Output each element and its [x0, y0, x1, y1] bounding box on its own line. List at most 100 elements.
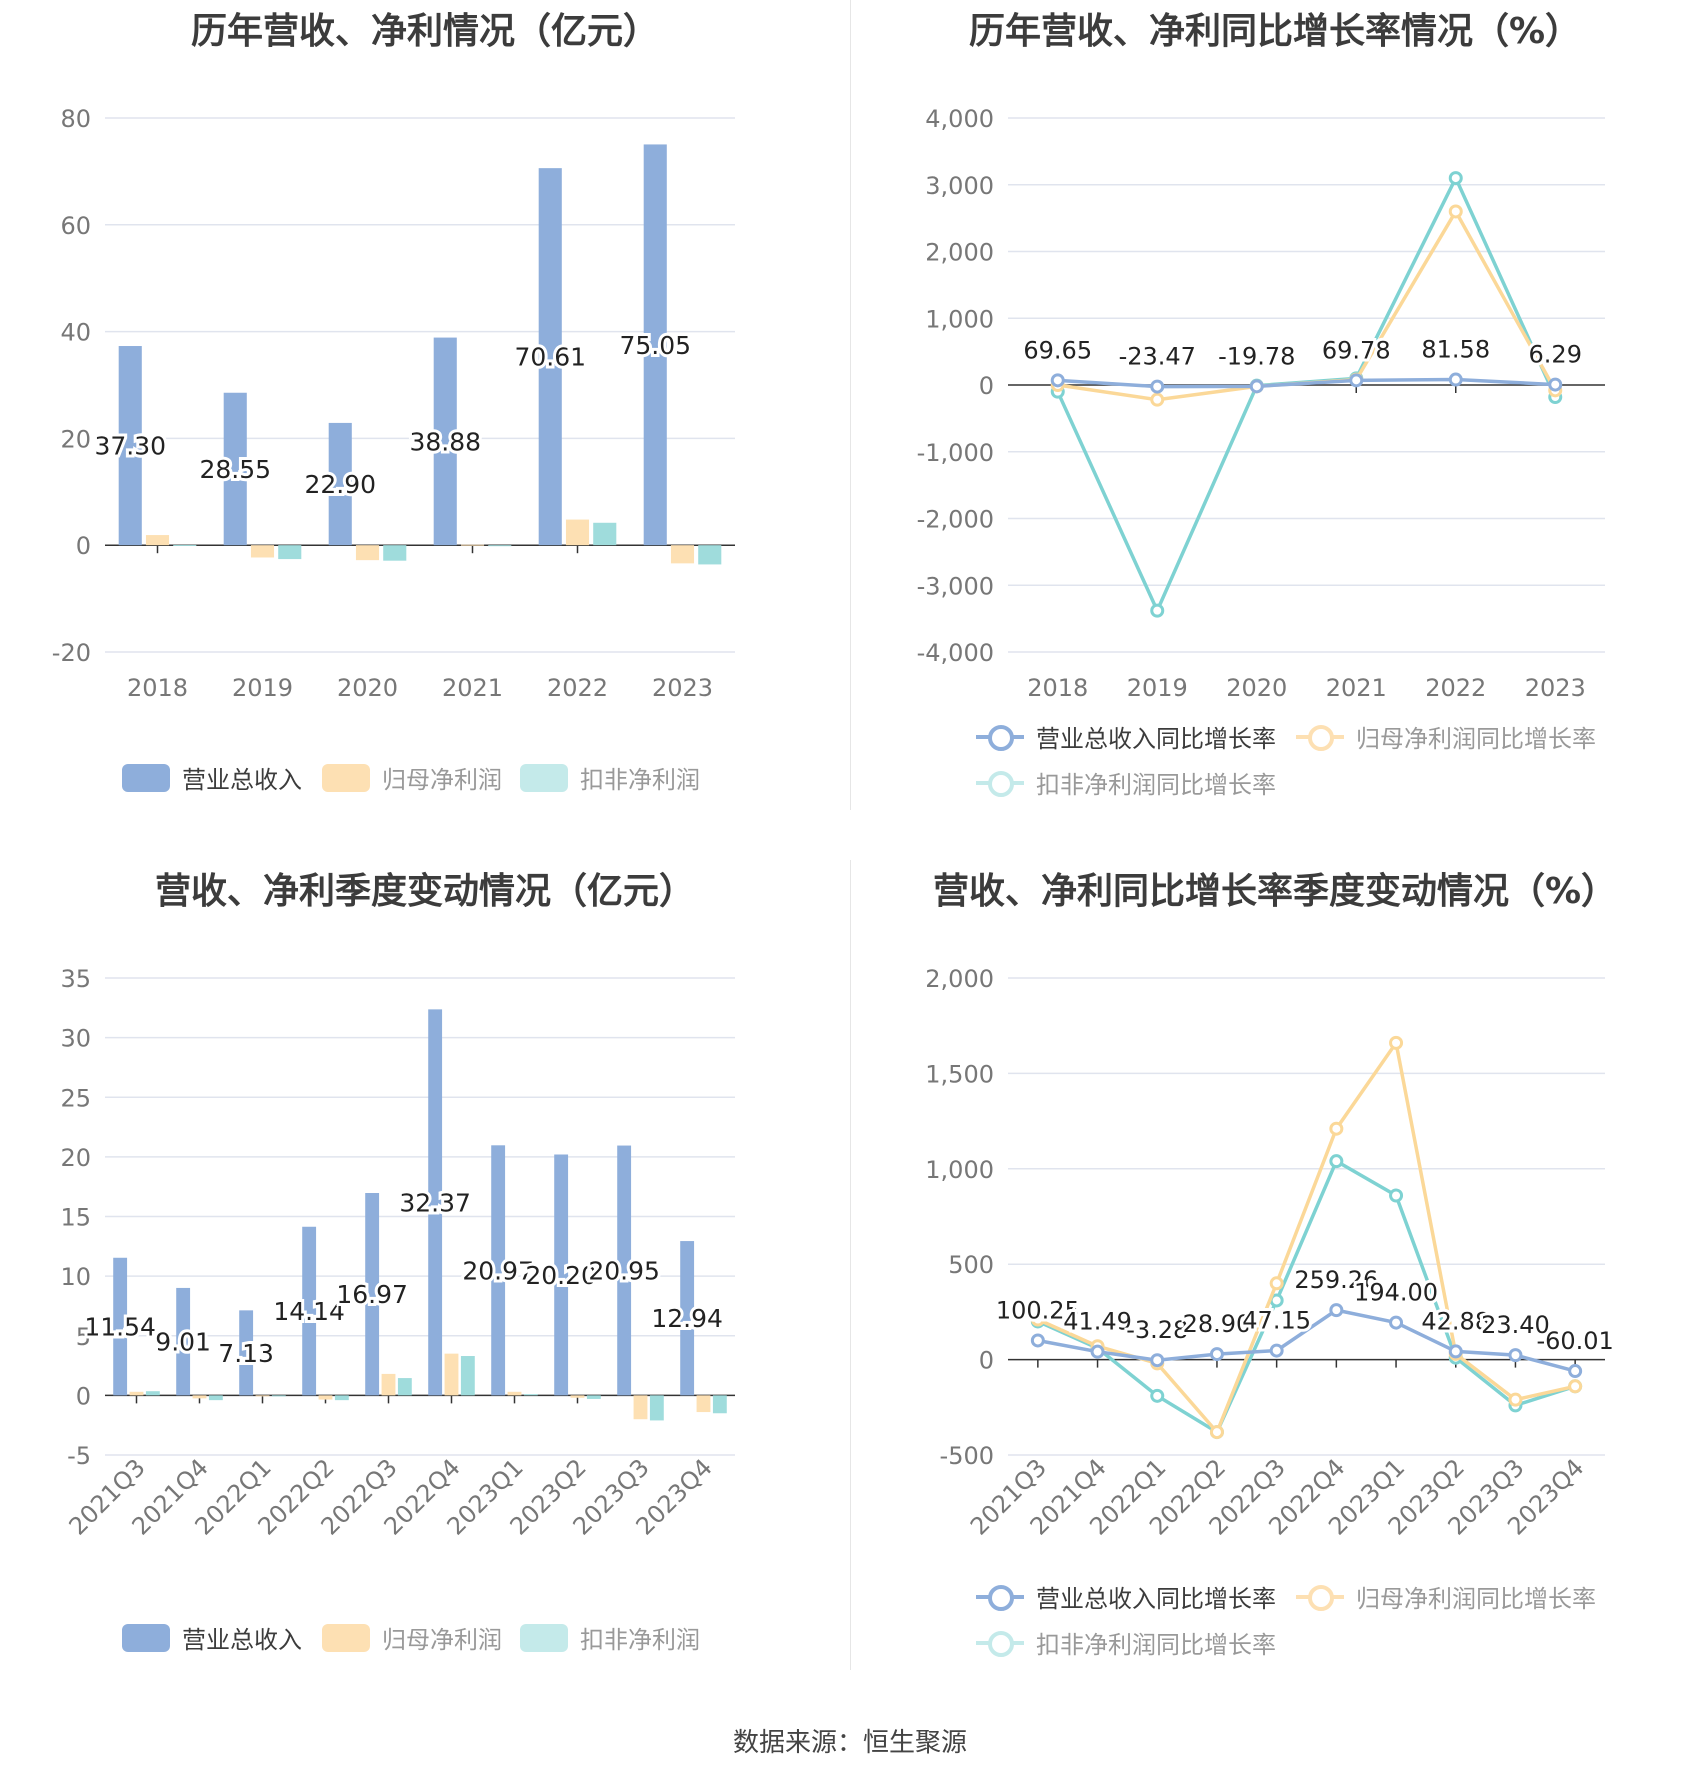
y-tick-label: 40	[60, 319, 91, 347]
point-1-1	[1150, 392, 1165, 407]
legend-item-net-profit[interactable]: 归母净利润	[322, 760, 502, 795]
bar-1-2	[255, 1395, 270, 1397]
point-value-label: 6.29	[1529, 341, 1582, 369]
point-0-0	[1050, 373, 1065, 388]
bar-value-label: 14.14	[273, 1297, 345, 1326]
point-0-8	[1508, 1348, 1523, 1363]
point-0-5	[1329, 1303, 1344, 1318]
legend-item-ded-growth[interactable]: 扣非净利润同比增长率	[976, 765, 1276, 800]
y-tick-label: 1,500	[925, 1060, 994, 1088]
legend-swatch-deducted-profit	[520, 763, 568, 792]
annual-growth-legend: 营业总收入同比增长率 归母净利润同比增长率 扣非净利润同比增长率	[850, 715, 1700, 805]
legend-marker-q-net-growth	[1296, 1583, 1344, 1611]
point-value-label: 69.78	[1322, 336, 1391, 364]
bar-1-4	[565, 519, 590, 546]
bar-value-label: 37.30	[94, 432, 166, 461]
y-tick-label: -3,000	[917, 572, 994, 600]
y-tick-label: 3,000	[925, 172, 994, 200]
x-tick-label: 2022	[547, 674, 608, 702]
legend-label-q-revenue-growth: 营业总收入同比增长率	[1036, 1585, 1276, 1613]
legend-label-q-revenue: 营业总收入	[182, 1626, 302, 1654]
annual-amounts-chart: 80 60 40 20 0 -20 37.30 28.55 22.90 38.88 70.61 75.…	[52, 105, 735, 702]
y-tick-label: -20	[52, 639, 91, 667]
vertical-divider-top	[850, 0, 851, 810]
point-1-6	[1389, 1035, 1404, 1050]
point-0-7	[1448, 1344, 1463, 1359]
bar-1-6	[507, 1391, 522, 1396]
bar-0-8	[617, 1145, 632, 1396]
y-tick-label: 0	[979, 372, 994, 400]
series-line-2	[1037, 1158, 1576, 1435]
legend-item-net-growth[interactable]: 归母净利润同比增长率	[1296, 719, 1596, 754]
y-tick-label: -500	[940, 1442, 994, 1470]
point-value-label: 259.26	[1294, 1266, 1378, 1294]
legend-item-revenue-growth[interactable]: 营业总收入同比增长率	[976, 719, 1276, 754]
y-tick-label: 0	[76, 1382, 91, 1410]
y-tick-label: 10	[60, 1263, 91, 1291]
point-0-2	[1150, 1353, 1165, 1368]
legend-item-revenue[interactable]: 营业总收入	[122, 760, 302, 795]
bar-1-5	[444, 1353, 459, 1396]
legend-label-revenue-growth: 营业总收入同比增长率	[1036, 725, 1276, 753]
x-tick-label: 2018	[127, 674, 188, 702]
bar-value-label: 11.54	[84, 1313, 156, 1342]
annual-amounts-panel: 历年营收、净利情况（亿元） 80 60 40 20 0 -20 37.30 28.55 22.9…	[0, 0, 850, 860]
legend-item-deducted-profit[interactable]: 扣非净利润	[520, 760, 700, 795]
legend-item-q-revenue-growth[interactable]: 营业总收入同比增长率	[976, 1579, 1276, 1614]
bar-2-8	[649, 1395, 664, 1421]
x-tick-label: 2023	[652, 674, 713, 702]
bar-1-3	[318, 1395, 333, 1400]
annual-amounts-legend: 营业总收入 归母净利润 扣非净利润	[0, 760, 850, 800]
bar-1-1	[192, 1395, 207, 1399]
legend-marker-q-ded-growth	[976, 1629, 1024, 1657]
bar-0-0	[118, 346, 142, 546]
legend-swatch-q-net-profit	[322, 1623, 370, 1652]
bar-value-label: 38.88	[409, 427, 481, 456]
point-value-label: 42.88	[1421, 1307, 1490, 1335]
y-tick-label: 25	[60, 1084, 91, 1112]
bar-2-9	[712, 1395, 727, 1414]
legend-marker-revenue-growth	[976, 723, 1024, 751]
point-0-3	[1209, 1347, 1224, 1362]
bar-value-label: 20.97	[462, 1256, 534, 1285]
bar-2-0	[145, 1391, 160, 1396]
legend-label-net-profit: 归母净利润	[382, 766, 502, 794]
y-tick-label: -5	[67, 1442, 91, 1470]
point-value-label: -19.78	[1218, 342, 1295, 370]
bar-1-5	[670, 545, 695, 564]
y-tick-label: 0	[979, 1347, 994, 1375]
bar-value-label: 12.94	[651, 1304, 723, 1333]
legend-item-q-net-growth[interactable]: 归母净利润同比增长率	[1296, 1579, 1596, 1614]
point-0-0	[1030, 1333, 1045, 1348]
bar-0-7	[554, 1154, 569, 1396]
legend-item-q-ded-growth[interactable]: 扣非净利润同比增长率	[976, 1625, 1276, 1660]
y-tick-label: 5	[76, 1323, 91, 1351]
legend-item-q-deducted-profit[interactable]: 扣非净利润	[520, 1620, 700, 1655]
bar-value-label: 20.20	[525, 1261, 597, 1290]
series-line-1	[1057, 207, 1557, 402]
annual-growth-panel: 历年营收、净利同比增长率情况（%） 4,000 3,000 2,000 1,000 0 -…	[850, 0, 1700, 860]
y-tick-label: 1,000	[925, 305, 994, 333]
legend-swatch-net-profit	[322, 763, 370, 792]
point-value-label: -60.01	[1536, 1327, 1613, 1355]
point-value-label: 69.65	[1023, 336, 1092, 364]
y-tick-label: 2,000	[925, 965, 994, 993]
bar-value-label: 9.01	[155, 1328, 211, 1357]
point-0-5	[1548, 377, 1563, 392]
legend-label-q-ded-growth: 扣非净利润同比增长率	[1036, 1631, 1276, 1659]
point-value-label: 100.25	[996, 1296, 1080, 1324]
bar-value-label: 16.97	[336, 1280, 408, 1309]
point-0-6	[1389, 1315, 1404, 1330]
y-tick-label: -4,000	[917, 639, 994, 667]
quarterly-growth-title: 营收、净利同比增长率季度变动情况（%）	[932, 871, 1618, 912]
legend-item-q-revenue[interactable]: 营业总收入	[122, 1620, 302, 1655]
legend-marker-net-growth	[1296, 723, 1344, 751]
y-tick-label: 2,000	[925, 239, 994, 267]
point-2-5	[1329, 1154, 1344, 1169]
legend-item-q-net-profit[interactable]: 归母净利润	[322, 1620, 502, 1655]
point-1-3	[1209, 1425, 1224, 1440]
bar-value-label: 32.37	[399, 1188, 471, 1217]
y-tick-label: 15	[60, 1204, 91, 1232]
quarterly-amounts-title: 营收、净利季度变动情况（亿元）	[154, 871, 695, 912]
